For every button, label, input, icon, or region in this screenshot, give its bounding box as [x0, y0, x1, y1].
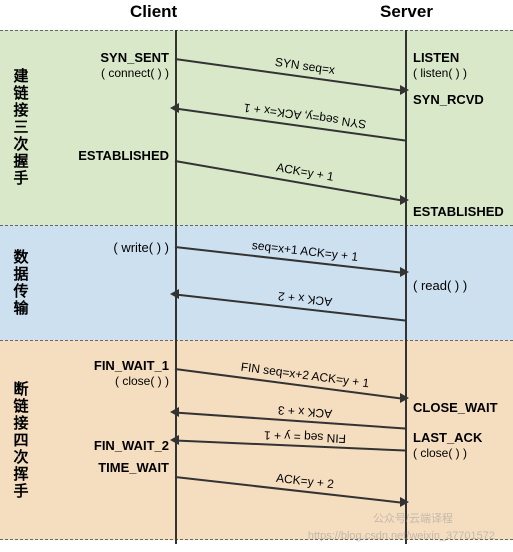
state-label: ( read( ) ): [413, 278, 467, 293]
client-header: Client: [130, 2, 177, 22]
section-label: 数据传输: [8, 225, 32, 340]
state-sub: ( listen( ) ): [413, 66, 467, 80]
state-label: ESTABLISHED: [78, 148, 169, 163]
state-label: ESTABLISHED: [413, 204, 504, 219]
arrow-head-icon: [170, 289, 179, 299]
server-header: Server: [380, 2, 433, 22]
state-label: TIME_WAIT: [98, 460, 169, 475]
state-label: ( write( ) ): [113, 240, 169, 255]
state-label: SYN_RCVD: [413, 92, 484, 107]
state-sub: ( close( ) ): [413, 446, 467, 460]
state-label: LISTEN: [413, 50, 459, 65]
arrow-head-icon: [170, 435, 179, 445]
server-lifeline: [405, 30, 407, 544]
state-label: FIN_WAIT_1: [94, 358, 169, 373]
arrow-head-icon: [400, 267, 409, 277]
arrow-head-icon: [400, 195, 409, 205]
watermark-text: 公众号/云端译程: [373, 510, 453, 526]
arrow-head-icon: [170, 103, 179, 113]
state-label: LAST_ACK: [413, 430, 482, 445]
watermark-url: https://blog.csdn.net/weixin_37701572: [308, 530, 495, 542]
arrow-head-icon: [400, 85, 409, 95]
arrow-head-icon: [170, 407, 179, 417]
tcp-handshake-diagram: 建链接三次握手数据传输断链接四次挥手 Client Server SYN_SEN…: [0, 0, 513, 552]
state-label: SYN_SENT: [100, 50, 169, 65]
section-label: 断链接四次挥手: [8, 340, 32, 540]
arrow-head-icon: [400, 497, 409, 507]
arrow-head-icon: [400, 393, 409, 403]
state-sub: ( connect( ) ): [101, 66, 169, 80]
section-label: 建链接三次握手: [8, 30, 32, 225]
state-label: CLOSE_WAIT: [413, 400, 498, 415]
state-sub: ( close( ) ): [115, 374, 169, 388]
state-label: FIN_WAIT_2: [94, 438, 169, 453]
